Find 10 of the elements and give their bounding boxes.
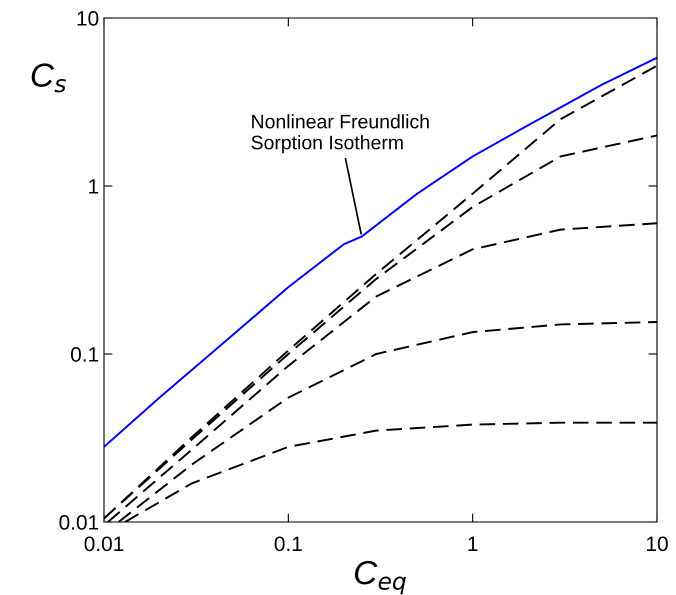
annotation: Nonlinear Freundlich Sorption Isotherm xyxy=(251,114,429,154)
x-tick-label: 10 xyxy=(647,536,668,552)
y-tick-label: 1 xyxy=(89,179,98,194)
y-tick-label: 0.01 xyxy=(59,515,98,530)
x-axis-title: C$_{eq}$ xyxy=(355,560,406,594)
x-tick-label: 0.1 xyxy=(274,536,302,552)
x-tick-label: 1 xyxy=(468,536,478,551)
y-tick-label: 10 xyxy=(78,11,98,26)
y-axis-title: C$_{s}$ xyxy=(32,63,66,92)
y-tick-label: 0.1 xyxy=(70,347,98,362)
